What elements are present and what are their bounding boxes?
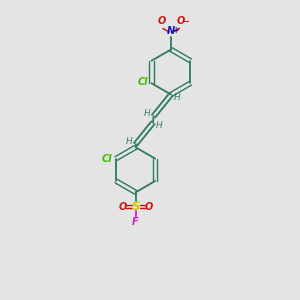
Text: S: S [131, 200, 140, 213]
Text: +: + [172, 26, 178, 35]
Text: O: O [118, 202, 127, 212]
Text: H: H [174, 93, 181, 102]
Text: F: F [132, 217, 139, 227]
Text: N: N [167, 26, 175, 36]
Text: −: − [182, 17, 189, 26]
Text: H: H [144, 109, 150, 118]
Text: O: O [145, 202, 153, 212]
Text: Cl: Cl [102, 154, 112, 164]
Text: O: O [157, 16, 166, 26]
Text: O: O [176, 16, 185, 26]
Text: H: H [156, 121, 163, 130]
Text: Cl: Cl [137, 77, 148, 87]
Text: H: H [126, 137, 132, 146]
